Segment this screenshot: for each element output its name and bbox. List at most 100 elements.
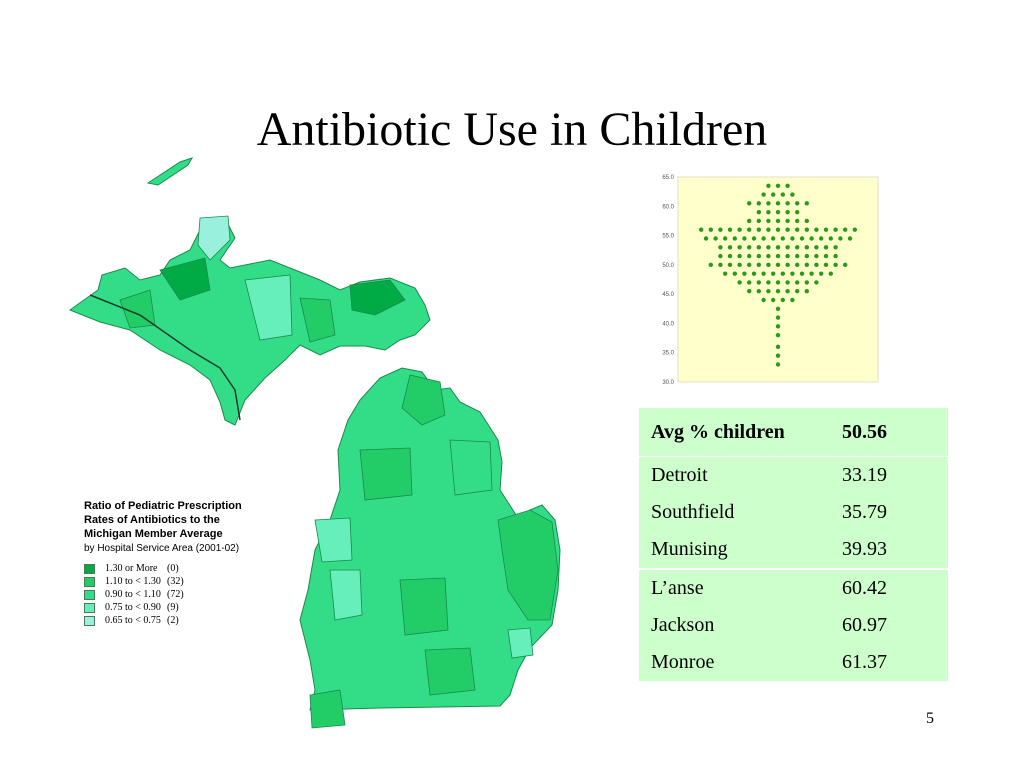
legend-item: 0.75 to < 0.90 (9) bbox=[84, 601, 264, 614]
data-point bbox=[771, 192, 776, 197]
stats-value: 61.37 bbox=[842, 651, 887, 673]
data-point bbox=[737, 245, 742, 250]
data-point bbox=[809, 236, 814, 241]
legend-item-count: (2) bbox=[167, 615, 179, 626]
data-point bbox=[785, 262, 790, 268]
stats-city: Munising bbox=[651, 538, 728, 560]
data-point bbox=[790, 271, 795, 276]
data-point bbox=[804, 218, 809, 224]
data-point bbox=[718, 245, 723, 250]
data-point bbox=[804, 289, 809, 294]
data-point bbox=[756, 262, 761, 268]
data-point bbox=[780, 297, 785, 303]
data-point bbox=[742, 236, 747, 241]
data-point bbox=[838, 236, 843, 241]
y-tick-label: 50.0 bbox=[662, 263, 674, 269]
data-point bbox=[766, 183, 771, 188]
michigan-map bbox=[68, 157, 561, 729]
state-border-wisconsin bbox=[89, 294, 241, 421]
y-tick-label: 65.0 bbox=[662, 175, 674, 181]
stats-city: Detroit bbox=[651, 464, 708, 486]
stats-row: L’anse 60.42 bbox=[639, 570, 948, 607]
stats-row: Southfield 35.79 bbox=[639, 494, 948, 531]
stats-header-row: Avg % children 50.56 bbox=[639, 408, 948, 457]
data-point bbox=[775, 315, 781, 320]
data-point bbox=[761, 297, 766, 303]
legend-list: 1.30 or More (0) 1.10 to < 1.30 (32) 0.9… bbox=[84, 562, 264, 627]
data-point bbox=[756, 218, 761, 224]
data-point bbox=[775, 362, 781, 367]
data-point bbox=[766, 245, 771, 250]
data-point bbox=[775, 209, 781, 215]
data-point bbox=[756, 253, 761, 259]
data-point bbox=[761, 236, 766, 241]
data-point bbox=[804, 262, 809, 268]
data-point bbox=[814, 280, 819, 285]
data-point bbox=[766, 262, 771, 268]
data-point bbox=[819, 236, 824, 241]
data-point bbox=[699, 227, 704, 232]
legend-title: Ratio of Pediatric Prescription Rates of… bbox=[84, 499, 264, 541]
data-point bbox=[790, 192, 795, 197]
stats-value: 60.42 bbox=[842, 577, 887, 599]
data-point bbox=[790, 236, 795, 241]
data-point bbox=[756, 289, 761, 294]
legend-item-count: (0) bbox=[167, 563, 179, 574]
data-point bbox=[732, 236, 737, 241]
legend-item-label: 0.65 to < 0.75 bbox=[105, 615, 161, 626]
data-point bbox=[761, 192, 766, 197]
data-point bbox=[747, 262, 752, 268]
data-point bbox=[795, 289, 800, 294]
data-point bbox=[799, 236, 805, 241]
up-region-d bbox=[197, 215, 231, 261]
data-point bbox=[804, 227, 809, 232]
data-point bbox=[718, 253, 723, 259]
data-point bbox=[780, 192, 785, 197]
data-point bbox=[751, 236, 757, 241]
lp-region-mid-b bbox=[449, 439, 493, 496]
data-point bbox=[814, 227, 819, 232]
data-point bbox=[747, 289, 752, 294]
legend-title-line: Michigan Member Average bbox=[84, 528, 223, 540]
stats-city: Monroe bbox=[651, 651, 715, 673]
data-point bbox=[804, 245, 809, 250]
data-point bbox=[823, 253, 829, 259]
page-number: 5 bbox=[926, 710, 934, 727]
lp-region-thumb bbox=[497, 509, 559, 621]
lp-region-detroit bbox=[507, 627, 534, 659]
dot-plot-chart: 65.0 60.0 55.0 50.0 45.0 40.0 35.0 30.0 bbox=[662, 175, 879, 386]
data-point bbox=[852, 227, 857, 232]
data-point bbox=[756, 227, 761, 232]
data-point bbox=[727, 262, 733, 268]
legend-swatch bbox=[84, 563, 95, 574]
data-point bbox=[847, 236, 853, 241]
data-point bbox=[823, 262, 829, 268]
data-point bbox=[785, 201, 790, 206]
data-point bbox=[742, 271, 747, 276]
data-point bbox=[775, 201, 781, 206]
data-point bbox=[828, 271, 833, 276]
data-point bbox=[843, 227, 848, 232]
data-point bbox=[814, 253, 819, 259]
data-point bbox=[747, 280, 752, 285]
data-point bbox=[828, 236, 833, 241]
data-point bbox=[809, 271, 814, 276]
data-point bbox=[795, 245, 800, 250]
data-point bbox=[708, 227, 713, 232]
data-point bbox=[775, 227, 781, 232]
lp-region-center bbox=[399, 577, 449, 636]
legend-swatch bbox=[84, 615, 95, 626]
y-tick-label: 30.0 bbox=[662, 380, 674, 386]
data-point bbox=[727, 245, 733, 250]
data-point bbox=[756, 209, 761, 215]
legend-item-label: 0.90 to < 1.10 bbox=[105, 589, 161, 600]
data-point bbox=[785, 280, 790, 285]
data-point bbox=[775, 280, 781, 285]
data-point bbox=[747, 253, 752, 259]
plot-area bbox=[677, 176, 879, 383]
data-point bbox=[775, 262, 781, 268]
stats-city: L’anse bbox=[651, 577, 704, 599]
legend-item-label: 1.10 to < 1.30 bbox=[105, 576, 161, 587]
data-point bbox=[737, 262, 742, 268]
up-region-c bbox=[349, 279, 406, 316]
